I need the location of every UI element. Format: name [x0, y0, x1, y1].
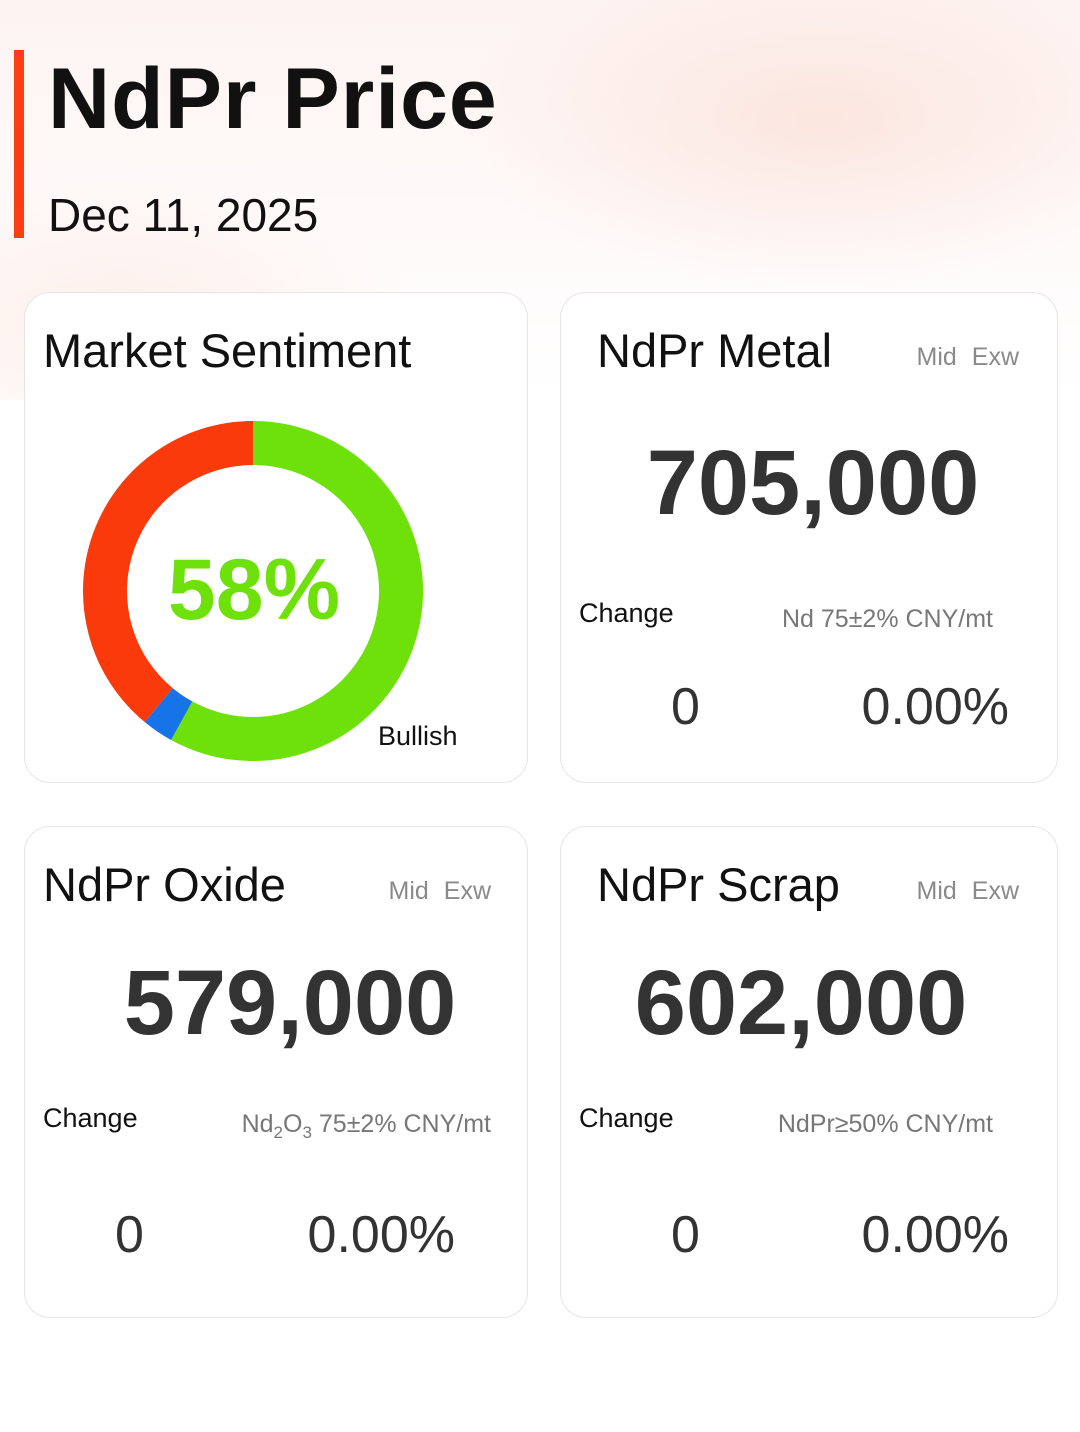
sentiment-label: Bullish — [378, 721, 458, 751]
scrap-title: NdPr Scrap — [597, 858, 840, 911]
oxide-change-abs: 0 — [115, 1206, 144, 1264]
metal-tag-mid: Mid — [916, 343, 957, 371]
scrap-tag-exw: Exw — [971, 877, 1019, 905]
metal-change-label: Change — [579, 598, 674, 628]
header-accent-bar — [14, 50, 24, 238]
oxide-tags: Mid Exw — [389, 877, 491, 906]
metal-change-pct: 0.00% — [861, 678, 1009, 736]
sentiment-title: Market Sentiment — [43, 324, 412, 377]
metal-card: NdPr Metal Mid Exw 705,000 Change Nd 75±… — [560, 292, 1058, 783]
sentiment-card: Market Sentiment 58% Bullish — [24, 292, 528, 783]
scrap-tag-mid: Mid — [916, 877, 957, 905]
donut-segment-bearish — [83, 421, 254, 722]
metal-price: 705,000 — [646, 432, 980, 534]
scrap-change-pct: 0.00% — [861, 1206, 1009, 1264]
oxide-card: NdPr Oxide Mid Exw 579,000 Change Nd2O3 … — [24, 826, 528, 1318]
scrap-card: NdPr Scrap Mid Exw 602,000 Change NdPr≥5… — [560, 826, 1058, 1318]
scrap-spec: NdPr≥50% CNY/mt — [777, 1110, 993, 1138]
page-date: Dec 11, 2025 — [48, 189, 319, 241]
oxide-spec: Nd2O3 75±2% CNY/mt — [241, 1110, 491, 1142]
oxide-tag-mid: Mid — [388, 877, 429, 905]
metal-spec: Nd 75±2% CNY/mt — [781, 605, 993, 633]
oxide-title: NdPr Oxide — [43, 858, 286, 911]
page-header: NdPr Price Dec 11, 2025 — [0, 0, 1080, 260]
scrap-tags: Mid Exw — [917, 877, 1019, 906]
metal-title: NdPr Metal — [597, 324, 833, 377]
oxide-change-pct: 0.00% — [307, 1206, 455, 1264]
page-title: NdPr Price — [48, 51, 498, 147]
metal-tags: Mid Exw — [917, 343, 1019, 372]
donut-segment-neutral — [144, 687, 193, 740]
oxide-tag-exw: Exw — [443, 877, 491, 905]
metal-change-abs: 0 — [671, 678, 700, 736]
sentiment-percent: 58% — [167, 542, 341, 638]
scrap-change-abs: 0 — [671, 1206, 700, 1264]
metal-tag-exw: Exw — [971, 343, 1019, 371]
scrap-change-label: Change — [579, 1103, 674, 1133]
scrap-price: 602,000 — [634, 952, 968, 1054]
oxide-change-label: Change — [43, 1103, 138, 1133]
sentiment-donut-chart — [83, 421, 423, 761]
oxide-price: 579,000 — [123, 952, 457, 1054]
donut-segment-bullish — [171, 421, 423, 761]
